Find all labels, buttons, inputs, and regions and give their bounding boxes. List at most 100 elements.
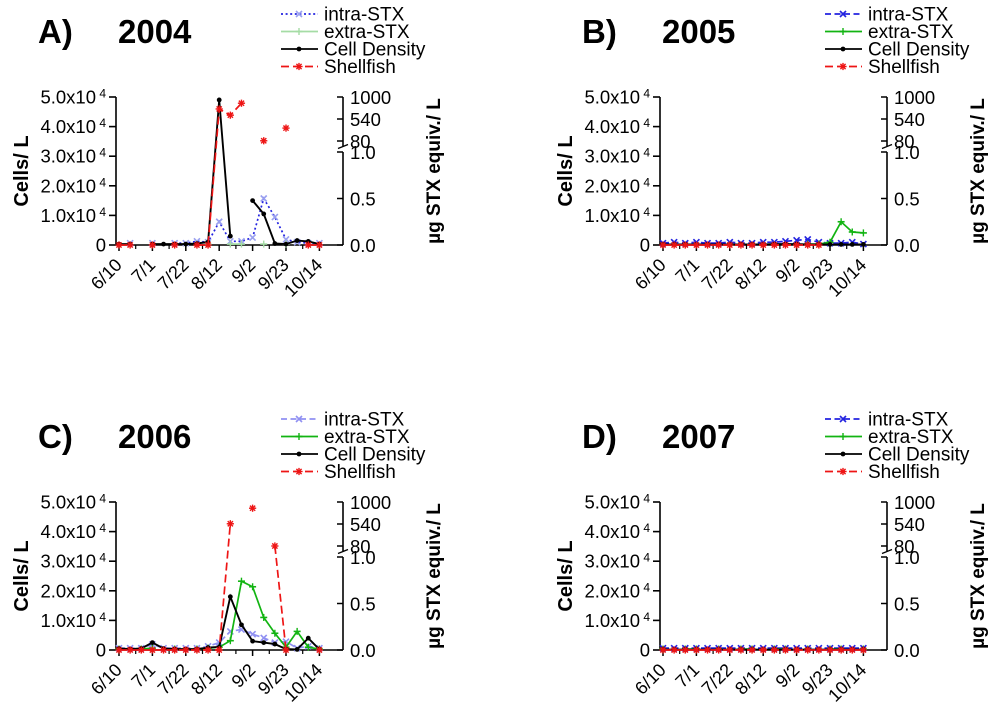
svg-text:extra-STX: extra-STX — [324, 22, 410, 43]
svg-text:540: 540 — [350, 109, 381, 130]
legend-item-cell-density: Cell Density — [825, 445, 970, 466]
svg-text:0.5: 0.5 — [894, 594, 920, 615]
svg-text:1.0x10 4: 1.0x10 4 — [40, 610, 106, 631]
panel-title: D) 2007 — [582, 418, 735, 455]
svg-text:C): C) — [38, 418, 73, 455]
svg-text:0: 0 — [96, 640, 106, 661]
svg-text:µg STX equiv./ L: µg STX equiv./ L — [968, 503, 989, 649]
legend-item-shellfish: Shellfish — [825, 462, 940, 483]
svg-text:9/2: 9/2 — [772, 660, 804, 692]
svg-text:1000: 1000 — [894, 492, 935, 513]
y-axis-left: 0 1.0x10 4 2.0x10 4 3.0x10 4 4.0x10 4 5.0x10 … — [40, 492, 117, 661]
svg-text:Cell Density: Cell Density — [324, 40, 426, 61]
svg-text:6/10: 6/10 — [631, 660, 670, 699]
y-axis-right-lower: 1.0 0.5 0.0 — [337, 547, 376, 661]
svg-text:0: 0 — [640, 235, 650, 256]
svg-text:3.0x10 4: 3.0x10 4 — [584, 551, 650, 572]
svg-text:6/10: 6/10 — [87, 255, 126, 294]
legend-item-extra-stx: extra-STX — [281, 22, 410, 43]
svg-text:80: 80 — [894, 131, 915, 152]
legend-item-shellfish: Shellfish — [281, 57, 396, 78]
axis-label-left: Cells/ L — [11, 540, 33, 611]
svg-text:3.0x10 4: 3.0x10 4 — [584, 146, 650, 167]
svg-text:2.0x10 4: 2.0x10 4 — [584, 580, 650, 601]
svg-text:3.0x10 4: 3.0x10 4 — [40, 146, 106, 167]
svg-text:B): B) — [582, 13, 617, 50]
panel-title: C) 2006 — [38, 418, 191, 455]
svg-text:80: 80 — [894, 536, 915, 557]
svg-text:540: 540 — [894, 109, 925, 130]
svg-text:extra-STX: extra-STX — [868, 22, 954, 43]
series-cell-density — [116, 97, 322, 247]
svg-text:7/1: 7/1 — [127, 660, 159, 692]
legend-item-extra-stx: extra-STX — [281, 427, 410, 448]
svg-text:10/14: 10/14 — [824, 255, 870, 301]
series-shellfish — [659, 241, 823, 249]
svg-text:extra-STX: extra-STX — [324, 427, 410, 448]
series-shellfish — [659, 646, 867, 654]
svg-text:Cells/ L: Cells/ L — [555, 540, 577, 611]
svg-text:8/12: 8/12 — [187, 255, 226, 294]
legend-item-cell-density: Cell Density — [281, 40, 426, 61]
svg-text:2.0x10 4: 2.0x10 4 — [584, 175, 650, 196]
y-axis-right-lower: 1.0 0.5 0.0 — [337, 142, 376, 256]
legend-item-cell-density: Cell Density — [825, 40, 970, 61]
series-shellfish — [115, 99, 323, 249]
svg-text:7/22: 7/22 — [154, 255, 193, 294]
axis-label-right: µg STX equiv./ L — [424, 503, 445, 649]
series-cell-density — [116, 593, 322, 652]
axis-label-left: Cells/ L — [11, 135, 33, 206]
svg-text:A): A) — [38, 13, 73, 50]
svg-text:1.0: 1.0 — [350, 142, 376, 163]
svg-text:Cell Density: Cell Density — [868, 40, 970, 61]
legend-item-extra-stx: extra-STX — [825, 427, 954, 448]
svg-text:80: 80 — [350, 536, 371, 557]
svg-text:9/2: 9/2 — [228, 660, 260, 692]
svg-text:7/1: 7/1 — [671, 660, 703, 692]
svg-text:0.0: 0.0 — [350, 235, 376, 256]
svg-text:0: 0 — [640, 640, 650, 661]
legend-item-intra-stx: intra-STX — [825, 5, 949, 26]
svg-text:6/10: 6/10 — [631, 255, 670, 294]
svg-text:5.0x10 4: 5.0x10 4 — [40, 87, 106, 108]
svg-text:9/2: 9/2 — [228, 255, 260, 287]
svg-text:4.0x10 4: 4.0x10 4 — [40, 521, 106, 542]
svg-text:1.0x10 4: 1.0x10 4 — [584, 610, 650, 631]
y-axis-left: 0 1.0x10 4 2.0x10 4 3.0x10 4 4.0x10 4 5.0x10 … — [584, 492, 661, 661]
svg-text:1000: 1000 — [350, 492, 391, 513]
svg-text:8/12: 8/12 — [731, 660, 770, 699]
svg-text:7/1: 7/1 — [671, 255, 703, 287]
svg-text:4.0x10 4: 4.0x10 4 — [584, 116, 650, 137]
svg-text:540: 540 — [350, 514, 381, 535]
svg-text:80: 80 — [350, 131, 371, 152]
svg-text:8/12: 8/12 — [187, 660, 226, 699]
svg-text:1000: 1000 — [894, 87, 935, 108]
svg-text:D): D) — [582, 418, 617, 455]
svg-text:µg STX equiv./ L: µg STX equiv./ L — [424, 503, 445, 649]
svg-text:intra-STX: intra-STX — [324, 410, 405, 431]
svg-text:Cells/ L: Cells/ L — [555, 135, 577, 206]
svg-text:Cells/ L: Cells/ L — [11, 135, 33, 206]
svg-text:7/22: 7/22 — [698, 255, 737, 294]
panel-title: A) 2004 — [38, 13, 192, 50]
svg-text:3.0x10 4: 3.0x10 4 — [40, 551, 106, 572]
svg-text:Cell Density: Cell Density — [324, 445, 426, 466]
legend-item-intra-stx: intra-STX — [825, 410, 949, 431]
svg-text:Cell Density: Cell Density — [868, 445, 970, 466]
series-intra-stx — [126, 194, 323, 247]
y-axis-right-lower: 1.0 0.5 0.0 — [881, 142, 920, 256]
svg-text:8/12: 8/12 — [731, 255, 770, 294]
svg-text:0.0: 0.0 — [894, 640, 920, 661]
svg-text:extra-STX: extra-STX — [868, 427, 954, 448]
svg-text:0.5: 0.5 — [350, 594, 376, 615]
svg-text:2005: 2005 — [662, 13, 735, 50]
svg-text:6/10: 6/10 — [87, 660, 126, 699]
